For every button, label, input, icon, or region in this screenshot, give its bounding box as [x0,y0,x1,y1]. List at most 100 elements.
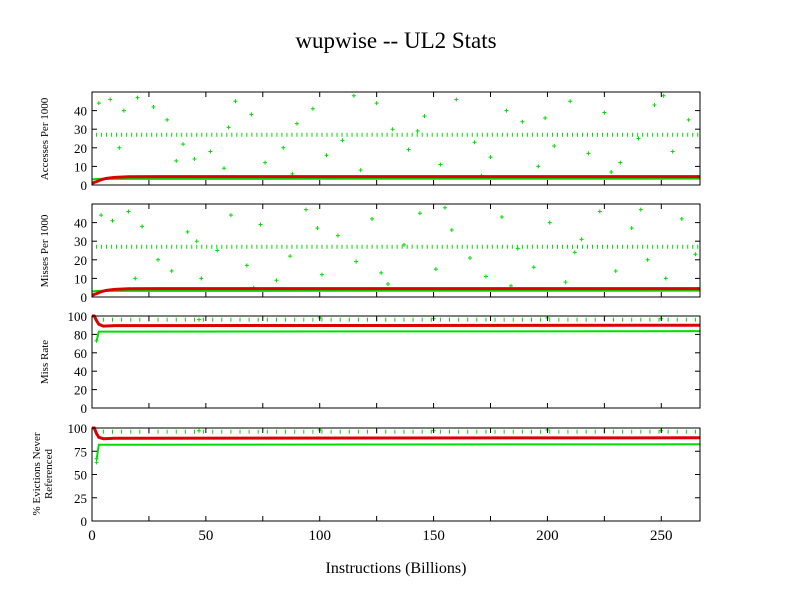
green-series-line [91,289,701,293]
scatter-point [181,142,186,147]
scatter-point [390,127,395,132]
scatter-point [133,276,138,281]
y-tick-label: 10 [74,159,87,174]
scatter-point [422,114,427,119]
y-tick-label: 30 [74,122,87,137]
scatter-point [597,209,602,214]
x-tick-label: 50 [198,528,213,544]
red-series-line [91,287,700,297]
scatter-point [488,155,493,160]
red-series-line [92,426,701,441]
y-tick-label: 40 [74,104,87,119]
scatter-point [563,280,568,285]
scatter-point [586,151,591,156]
scatter-point [499,215,504,220]
x-tick-label: 250 [650,528,673,544]
scatter-point [208,149,213,154]
scatter-point [258,222,263,227]
ylabel-miss-rate: Miss Rate [39,339,51,385]
scatter-point [531,265,536,270]
scatter-point [281,145,286,150]
scatter-point [108,97,113,102]
scatter-point [274,278,279,283]
y-tick-label: 80 [74,327,87,342]
green-series-line [95,330,701,342]
y-tick-label: 0 [81,514,88,529]
scatter-point [417,211,422,216]
scatter-point [192,156,197,161]
scatter-point [244,263,249,268]
scatter-point [117,145,122,150]
scatter-point [288,254,293,259]
panel-frame [91,91,701,186]
scatter-point [304,207,309,212]
ylabel-misses: Misses Per 1000 [39,214,51,288]
scatter-point [629,226,634,231]
scatter-point [670,149,675,154]
y-tick-label: 20 [74,253,87,268]
scatter-point [315,226,320,231]
y-tick-label: 25 [74,491,87,506]
y-tick-label: 60 [74,346,87,361]
scatter-point [483,274,488,279]
x-tick-label: 200 [536,528,559,544]
y-tick-label: 0 [81,178,88,193]
scatter-point [358,168,363,173]
scatter-point [572,250,577,255]
scatter-point [442,205,447,210]
scatter-point [215,248,220,253]
scatter-point [686,117,691,122]
scatter-point [135,95,140,100]
scatter-point [226,125,231,130]
scatter-point [169,268,174,273]
ylabel-accesses: Accesses Per 1000 [39,97,51,181]
scatter-point [693,252,698,257]
scatter-point [618,160,623,165]
scatter-point [613,268,618,273]
scatter-point [110,218,115,223]
scatter-point [661,93,666,98]
scatter-point [96,101,101,106]
scatter-point [515,246,520,251]
scatter-point [645,257,650,262]
scatter-point [197,317,202,322]
scatter-point [401,242,406,247]
scatter-point [335,233,340,238]
scatter-point [140,224,145,229]
scatter-point [228,213,233,218]
scatter-point [370,216,375,221]
scatter-point [547,220,552,225]
y-tick-label: 20 [74,141,87,156]
x-tick-label: 100 [308,528,331,544]
y-tick-label: 75 [74,444,87,459]
scatter-point [222,166,227,171]
panel-frame [91,315,701,409]
scatter-point [354,259,359,264]
scatter-point [415,129,420,134]
y-tick-label: 20 [74,383,87,398]
scatter-point [94,460,99,465]
scatter-point [406,147,411,152]
chart-title: wupwise -- UL2 Stats [295,28,497,53]
scatter-point [294,121,299,126]
scatter-point [194,239,199,244]
scatter-point [310,106,315,111]
scatter-point [609,169,614,174]
ylabel-evictions: % Evictions Never Referenced [31,432,55,516]
scatter-point [449,228,454,233]
scatter-point [386,281,391,286]
scatter-point [263,160,268,165]
scatter-point [652,103,657,108]
scatter-point [552,143,557,148]
scatter-point [602,110,607,115]
x-tick-label: 0 [88,528,96,544]
scatter-point [151,104,156,109]
panel-frame [91,427,701,522]
green-series-line [95,443,701,460]
scatter-point [156,257,161,262]
red-series-line [91,175,700,185]
y-tick-label: 50 [74,468,87,483]
scatter-point [340,138,345,143]
